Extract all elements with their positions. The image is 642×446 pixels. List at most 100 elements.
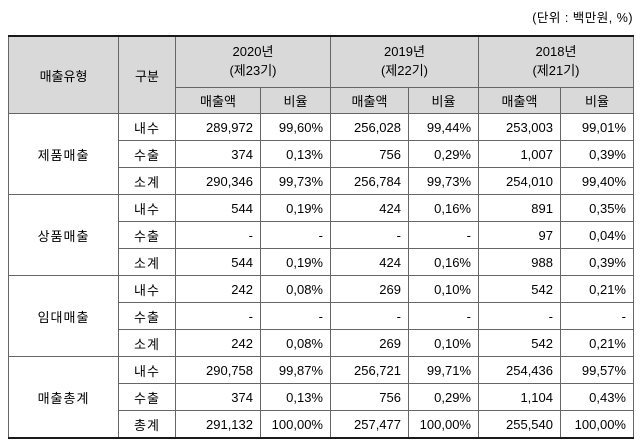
header-amount-2019: 매출액 [330,87,409,114]
subheader-row: 매출액 비율 매출액 비율 매출액 비율 [9,87,634,114]
amount-cell: 269 [330,329,409,357]
table-row: 상품매출 내수 544 0,19% 424 0,16% 891 0,35% [8,194,634,276]
amount-cell: 269 [330,275,409,303]
division-cell: 수출 [118,383,176,411]
division-cell: 소계 [118,167,176,195]
division-cell: 내수 [118,113,176,141]
ratio-cell: 99,73% [408,167,479,195]
ratio-cell: 0,39% [560,248,634,276]
header-ratio-2020: 비율 [260,87,331,114]
ratio-cell: 0,43% [560,383,634,411]
amount-cell: 374 [175,383,261,411]
amount-cell: 256,028 [330,113,409,141]
ratio-cell: 0,19% [260,248,331,276]
ratio-cell: - [408,221,479,249]
ratio-cell: 99,44% [408,113,479,141]
table-row: 소계 290,346 99,73% 256,784 99,73% 254,010… [9,167,634,195]
table-row: 소계 242 0,08% 269 0,10% 542 0,21% [9,329,634,357]
term-label: (제22기) [380,63,429,78]
table-body: 제품매출 내수 289,972 99,60% 256,028 99,44% 25… [8,113,634,439]
header-sales-type: 매출유형 [8,35,119,114]
ratio-cell: 0,29% [408,140,479,168]
amount-cell: - [478,302,561,330]
amount-cell: 374 [175,140,261,168]
division-cell: 소계 [118,329,176,357]
amount-cell: 424 [330,248,409,276]
ratio-cell: 0,16% [408,194,479,222]
year-header-row: 매출유형 구분 2020년 (제23기) 2019년 (제22기) 2018년 … [8,35,634,114]
amount-cell: 257,477 [330,410,409,439]
table-row: 수출 - - - - 97 0,04% [9,221,634,249]
ratio-cell: 0,08% [260,275,331,303]
amount-cell: - [175,302,261,330]
amount-cell: 756 [330,383,409,411]
ratio-cell: 100,00% [260,410,331,439]
ratio-cell: - [408,302,479,330]
amount-cell: 891 [478,194,561,222]
division-cell: 수출 [118,302,176,330]
amount-cell: 542 [478,275,561,303]
header-ratio-2018: 비율 [560,87,634,114]
amount-cell: 256,784 [330,167,409,195]
amount-cell: 424 [330,194,409,222]
amount-cell: 255,540 [478,410,561,439]
amount-cell: 256,721 [330,356,409,384]
ratio-cell: 100,00% [408,410,479,439]
ratio-cell: 99,40% [560,167,634,195]
table-row: 제품매출 내수 289,972 99,60% 256,028 99,44% 25… [8,113,634,195]
amount-cell: 97 [478,221,561,249]
ratio-cell: 99,01% [560,113,634,141]
amount-cell: 544 [175,248,261,276]
ratio-cell: 0,16% [408,248,479,276]
amount-cell: 544 [175,194,261,222]
ratio-cell: 0,04% [560,221,634,249]
ratio-cell: 0,10% [408,329,479,357]
year-label: 2018년 [535,44,577,60]
ratio-cell: 99,57% [560,356,634,384]
sales-type-cell: 매출총계 [8,356,119,439]
ratio-cell: 99,60% [260,113,331,141]
amount-cell: 291,132 [175,410,261,439]
amount-cell: 290,758 [175,356,261,384]
amount-cell: 988 [478,248,561,276]
ratio-cell: 0,08% [260,329,331,357]
ratio-cell: 99,71% [408,356,479,384]
table-row: 수출 374 0,13% 756 0,29% 1,007 0,39% [9,140,634,168]
header-amount-2020: 매출액 [175,87,261,114]
ratio-cell: - [260,221,331,249]
amount-cell: 756 [330,140,409,168]
header-year-2018: 2018년 (제21기) [478,35,634,88]
amount-cell: 253,003 [478,113,561,141]
division-cell: 수출 [118,221,176,249]
division-cell: 수출 [118,140,176,168]
amount-cell: 242 [175,275,261,303]
amount-cell: 542 [478,329,561,357]
ratio-cell: - [560,302,634,330]
ratio-cell: 0,13% [260,383,331,411]
header-ratio-2019: 비율 [408,87,479,114]
term-label: (제21기) [532,63,580,78]
ratio-cell: 0,10% [408,275,479,303]
ratio-cell: 0,39% [560,140,634,168]
amount-cell: 1,104 [478,383,561,411]
division-cell: 내수 [118,194,176,222]
division-cell: 내수 [118,356,176,384]
unit-label: (단위 : 백만원, %) [532,11,633,25]
table-row: 총계 291,132 100,00% 257,477 100,00% 255,5… [9,410,634,439]
year-label: 2020년 [232,44,274,60]
ratio-cell: 0,21% [560,275,634,303]
division-cell: 소계 [118,248,176,276]
sales-type-cell: 임대매출 [8,275,119,357]
term-label: (제23기) [229,63,277,78]
header-year-2019: 2019년 (제22기) [330,35,479,88]
header-division: 구분 [118,35,176,114]
sales-type-cell: 상품매출 [8,194,119,276]
amount-cell: - [330,302,409,330]
ratio-cell: 0,13% [260,140,331,168]
ratio-cell: 0,29% [408,383,479,411]
division-cell: 내수 [118,275,176,303]
ratio-cell: 99,87% [260,356,331,384]
ratio-cell: - [260,302,331,330]
table-row: 수출 374 0,13% 756 0,29% 1,104 0,43% [9,383,634,411]
amount-cell: 290,346 [175,167,261,195]
